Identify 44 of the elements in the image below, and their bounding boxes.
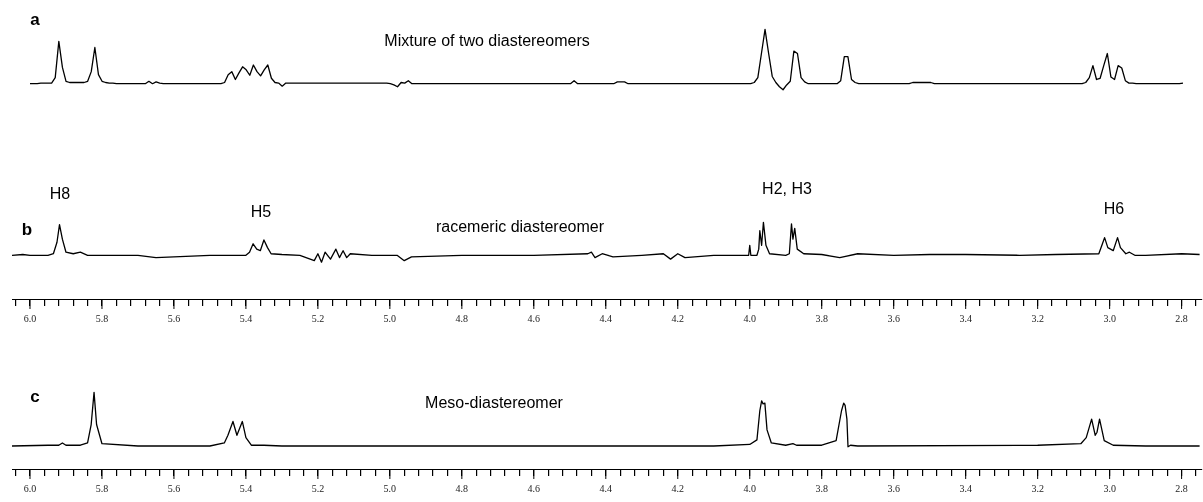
x-tick-label: 5.6 bbox=[167, 482, 181, 494]
x-tick-label: 5.6 bbox=[167, 312, 181, 324]
x-tick-label: 5.8 bbox=[95, 312, 109, 324]
x-tick-label: 2.8 bbox=[1175, 312, 1188, 324]
chart-title: racemeric diastereomer bbox=[435, 218, 605, 236]
annotation: c bbox=[30, 386, 40, 406]
text: H5 bbox=[250, 203, 272, 221]
x-tick-label: 4.8 bbox=[455, 482, 469, 494]
text: H8 bbox=[49, 185, 71, 203]
x-tick-label: 4.0 bbox=[743, 312, 756, 324]
x-tick-label: 3.6 bbox=[887, 482, 900, 494]
x-tick-label: 3.2 bbox=[1031, 312, 1044, 324]
x-tick-label: 3.8 bbox=[815, 312, 828, 324]
x-tick-label: 5.4 bbox=[239, 482, 253, 494]
x-tick-label: 3.6 bbox=[887, 312, 900, 324]
x-tick-label: 5.0 bbox=[383, 312, 397, 324]
chart-title: Mixture of two diastereomers bbox=[384, 32, 590, 50]
x-tick-label: 5.8 bbox=[95, 482, 109, 494]
x-tick-label: 4.4 bbox=[599, 312, 613, 324]
x-tick-label: 3.0 bbox=[1103, 312, 1116, 324]
x-tick-label: 4.6 bbox=[527, 482, 541, 494]
x-tick-label: 4.8 bbox=[455, 312, 469, 324]
x-tick-label: 4.6 bbox=[527, 312, 541, 324]
x-tick-label: 5.2 bbox=[311, 312, 325, 324]
annotation: b bbox=[21, 219, 33, 239]
x-tick-label: 5.2 bbox=[311, 482, 325, 494]
x-tick-label: 4.0 bbox=[743, 482, 756, 494]
x-tick-label: 3.4 bbox=[959, 482, 972, 494]
x-tick-label: 6.0 bbox=[23, 312, 37, 324]
x-tick-label: 2.8 bbox=[1175, 482, 1188, 494]
x-tick-label: 3.0 bbox=[1103, 482, 1116, 494]
x-tick-label: 6.0 bbox=[23, 482, 37, 494]
x-tick-label: 4.2 bbox=[671, 482, 685, 494]
text: H6 bbox=[1103, 200, 1125, 218]
x-tick-label: 3.2 bbox=[1031, 482, 1044, 494]
x-tick-label: 5.0 bbox=[383, 482, 397, 494]
x-tick-label: 3.4 bbox=[959, 312, 972, 324]
x-tick-label: 4.4 bbox=[599, 482, 613, 494]
x-tick-label: 3.8 bbox=[815, 482, 828, 494]
text: H2, H3 bbox=[762, 180, 812, 198]
x-tick-label: 5.4 bbox=[239, 312, 253, 324]
chart-title: Meso-diastereomer bbox=[425, 394, 564, 412]
x-tick-label: 4.2 bbox=[671, 312, 685, 324]
text: a bbox=[30, 9, 41, 29]
